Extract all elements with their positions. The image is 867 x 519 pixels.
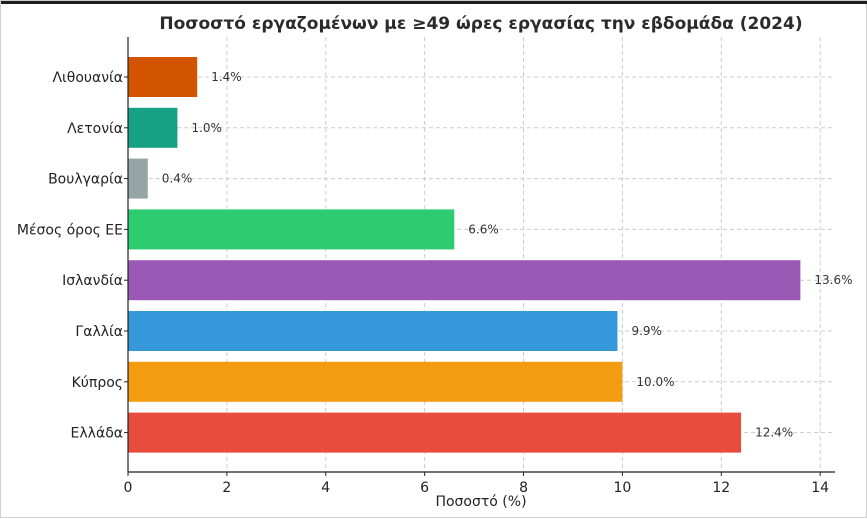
value-label: 0.4%	[162, 172, 193, 186]
bars: Λιθουανία 1.4% Λετονία 1.0% Βουλγαρία 0.4% Μέσ…	[17, 57, 853, 453]
category-label: Βουλγαρία	[48, 172, 123, 188]
x-tick-label: 8	[519, 480, 528, 496]
value-label: 1.0%	[191, 121, 222, 135]
category-label: Λιθουανία	[52, 70, 123, 86]
value-label: 6.6%	[468, 222, 499, 236]
bar	[128, 158, 148, 199]
bar	[128, 412, 742, 453]
bar	[128, 260, 801, 301]
value-label: 1.4%	[211, 70, 242, 84]
category-label: Γαλλία	[75, 324, 123, 340]
bar	[128, 57, 198, 97]
axes: 0 2 4 6 8 10 12 14	[124, 37, 835, 496]
bar	[128, 209, 455, 250]
value-label: 10.0%	[636, 375, 674, 389]
category-label: Ισλανδία	[62, 273, 123, 289]
category-label: Κύπρος	[72, 375, 123, 391]
x-tick-label: 6	[420, 480, 429, 496]
x-tick-label: 4	[321, 480, 330, 496]
chart-title: Ποσοστό εργαζομένων με ≥49 ώρες εργασίας…	[159, 14, 802, 34]
category-label: Λετονία	[67, 121, 123, 137]
x-tick-label: 2	[222, 480, 231, 496]
x-tick-label: 14	[811, 480, 829, 496]
x-tick-label: 0	[124, 480, 133, 496]
category-label: Ελλάδα	[71, 426, 123, 442]
grid-lines	[128, 37, 835, 472]
value-label: 9.9%	[631, 324, 662, 338]
value-label: 12.4%	[755, 426, 793, 440]
bar	[128, 311, 618, 351]
bar	[128, 361, 623, 402]
x-axis-label: Ποσοστό (%)	[435, 494, 526, 510]
category-label: Μέσος όρος ΕΕ	[17, 222, 123, 238]
x-tick-label: 10	[613, 480, 631, 496]
x-tick-label: 12	[712, 480, 730, 496]
bar	[128, 107, 178, 148]
top-border	[1, 1, 867, 4]
value-label: 13.6%	[814, 273, 852, 287]
